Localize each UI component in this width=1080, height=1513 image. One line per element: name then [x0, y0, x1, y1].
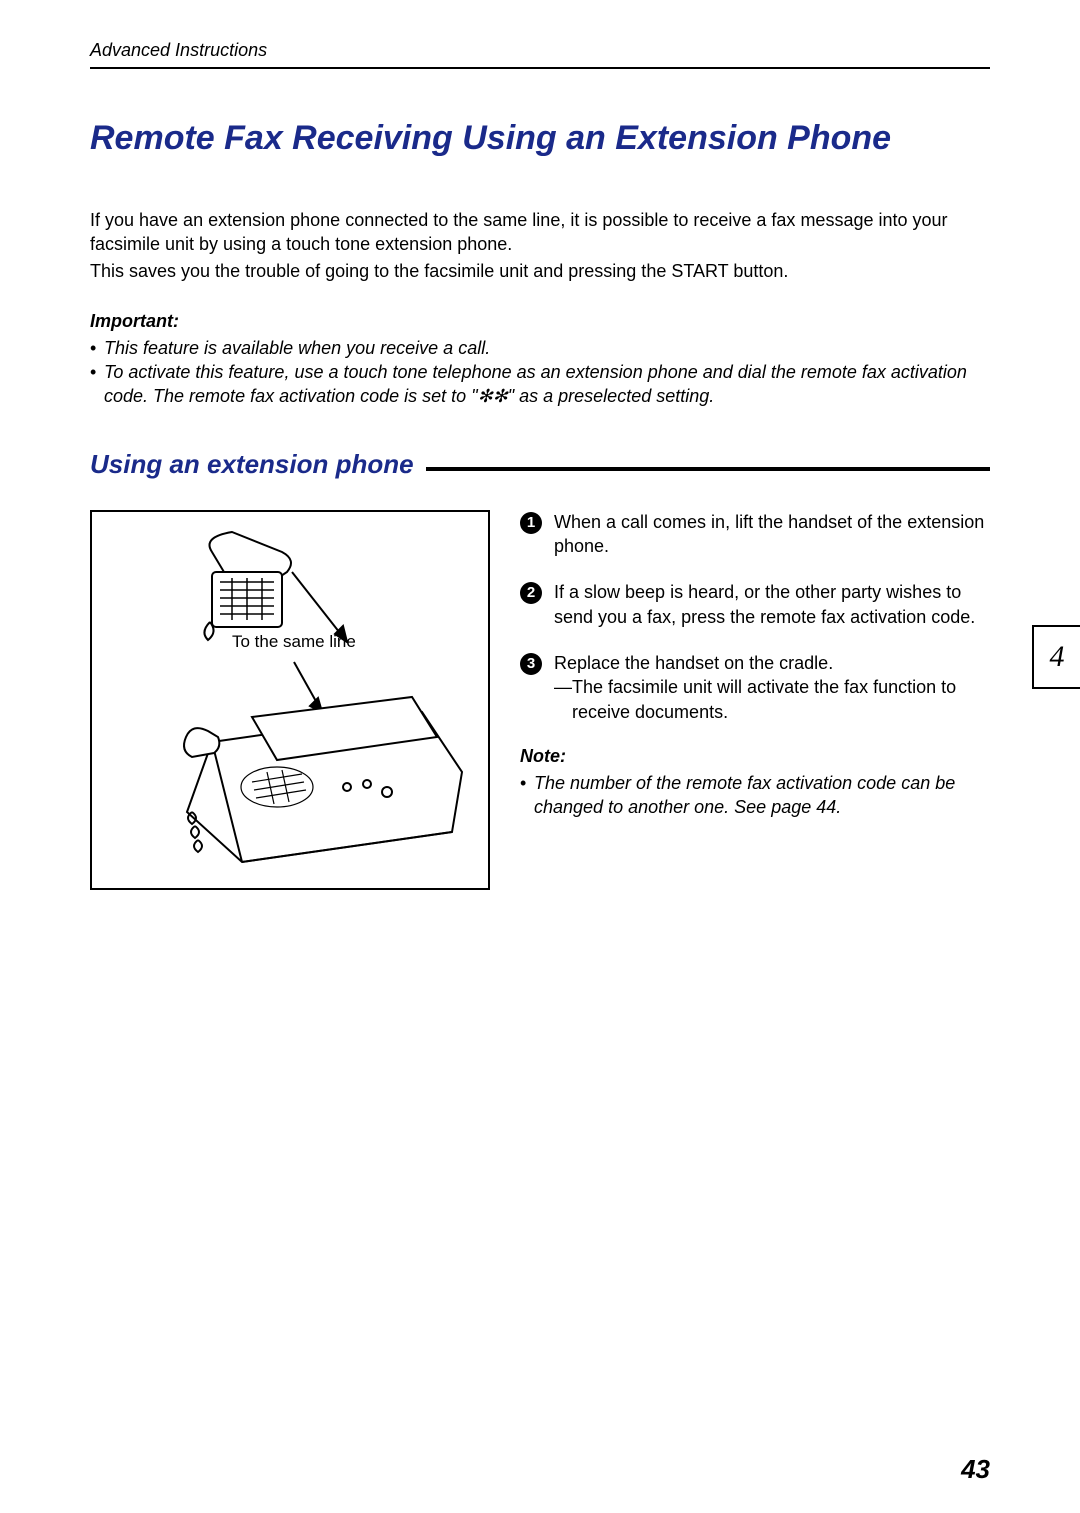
step-body: Replace the handset on the cradle. —The …: [554, 651, 990, 724]
header-section-label: Advanced Instructions: [90, 40, 267, 60]
figure-label: To the same line: [232, 632, 356, 652]
page-number: 43: [961, 1454, 990, 1485]
step: 2 If a slow beep is heard, or the other …: [520, 580, 990, 629]
subheading-rule: [426, 467, 990, 471]
important-item: This feature is available when you recei…: [90, 336, 990, 360]
subheading-row: Using an extension phone: [90, 449, 990, 480]
important-heading: Important:: [90, 311, 990, 332]
step-subtext: —The facsimile unit will activate the fa…: [554, 675, 990, 724]
step: 3 Replace the handset on the cradle. —Th…: [520, 651, 990, 724]
step-number-badge: 2: [520, 582, 542, 604]
important-block: Important: This feature is available whe…: [90, 311, 990, 409]
page: Advanced Instructions Remote Fax Receivi…: [0, 0, 1080, 1513]
note-item: The number of the remote fax activation …: [520, 771, 990, 820]
step-number-badge: 1: [520, 512, 542, 534]
figure-illustration: [92, 512, 488, 888]
figure-box: To the same line: [90, 510, 490, 890]
important-list: This feature is available when you recei…: [90, 336, 990, 409]
step-text: If a slow beep is heard, or the other pa…: [554, 580, 990, 629]
content-columns: To the same line 1 When a call comes in,…: [90, 510, 990, 890]
note-list: The number of the remote fax activation …: [520, 771, 990, 820]
subheading: Using an extension phone: [90, 449, 414, 480]
step-text: Replace the handset on the cradle.: [554, 651, 990, 675]
intro-paragraph-1: If you have an extension phone connected…: [90, 208, 990, 257]
step-number-badge: 3: [520, 653, 542, 675]
important-item: To activate this feature, use a touch to…: [90, 360, 990, 409]
step: 1 When a call comes in, lift the handset…: [520, 510, 990, 559]
side-tab: 4: [1032, 625, 1080, 689]
note-heading: Note:: [520, 746, 990, 767]
page-header: Advanced Instructions: [90, 40, 990, 69]
intro-paragraph-2: This saves you the trouble of going to t…: [90, 259, 990, 283]
intro-block: If you have an extension phone connected…: [90, 208, 990, 283]
steps-column: 1 When a call comes in, lift the handset…: [520, 510, 990, 890]
page-title: Remote Fax Receiving Using an Extension …: [90, 119, 990, 158]
step-text: When a call comes in, lift the handset o…: [554, 510, 990, 559]
